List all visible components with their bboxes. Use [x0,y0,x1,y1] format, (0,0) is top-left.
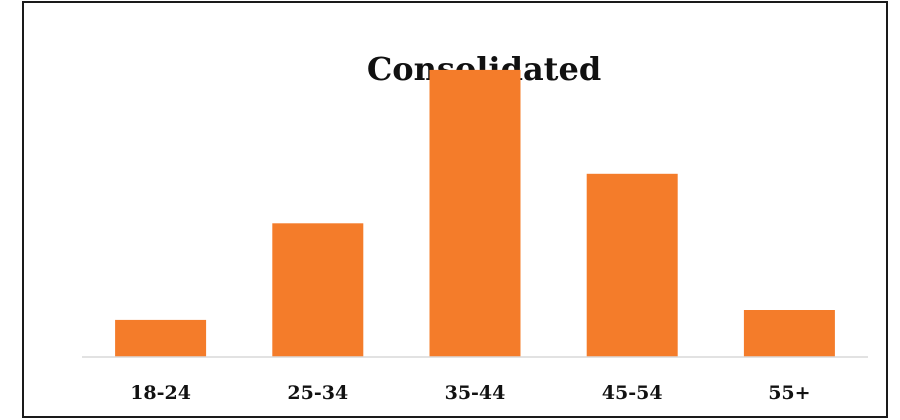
bar-25-34 [272,223,364,357]
x-tick-labels: 18-24 25-34 35-44 45-54 55+ [130,382,810,404]
bar-45-54 [586,173,678,357]
bar-35-44 [429,69,521,358]
bars-group [115,69,835,358]
x-tick-label-55plus: 55+ [768,382,810,404]
bar-18-24 [115,319,207,357]
x-tick-label-18-24: 18-24 [130,382,191,404]
bar-55plus [743,310,835,357]
x-tick-label-25-34: 25-34 [287,382,348,404]
x-tick-label-35-44: 35-44 [445,382,506,404]
x-tick-label-45-54: 45-54 [602,382,663,404]
